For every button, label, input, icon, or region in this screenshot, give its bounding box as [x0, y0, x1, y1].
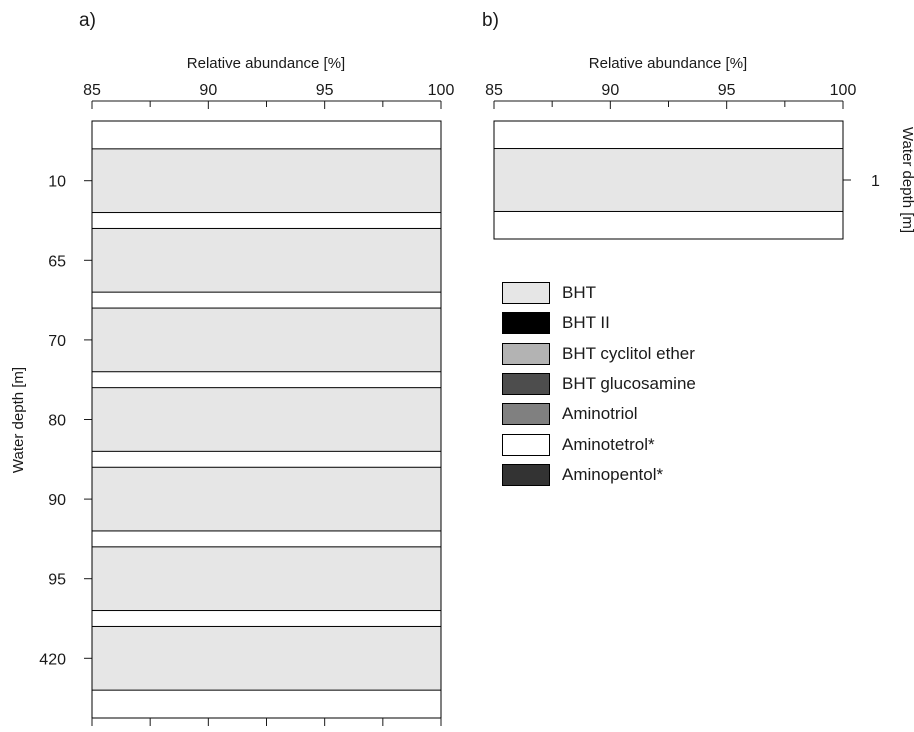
legend-swatch-bht-ii: [502, 312, 550, 335]
panel-a-bars: [91, 148, 442, 691]
x-tick-label-b-100: 100: [830, 82, 857, 99]
panel-b-axes: 1 85 90 95 100: [485, 82, 880, 240]
legend-label-aminopentol: Aminopentol*: [562, 464, 664, 484]
legend-swatch-bht-cyclitol-ether: [502, 342, 550, 365]
x-tick-label-b-85: 85: [485, 82, 503, 99]
panel-a-chart: Relative abundance [%] Water depth [m] 1…: [10, 55, 454, 726]
legend-item-bht: BHT: [502, 278, 696, 308]
y-tick-label-a-90: 90: [48, 492, 66, 509]
x-tick-label-a-90: 90: [199, 82, 217, 99]
legend-label-bht-ii: BHT II: [562, 313, 610, 333]
bar-a-65-bht: [91, 227, 442, 293]
legend-label-bht-glucosamine: BHT glucosamine: [562, 374, 696, 394]
panel-b-y-axis-label: Water depth [m]: [899, 127, 914, 233]
legend-item-aminotriol: Aminotriol: [502, 399, 696, 429]
x-tick-label-a-95: 95: [316, 82, 334, 99]
bar-a-95-bht: [91, 546, 442, 612]
y-tick-label-a-10: 10: [48, 174, 66, 191]
legend-swatch-bht-glucosamine: [502, 373, 550, 396]
x-tick-label-b-95: 95: [718, 82, 736, 99]
legend-swatch-aminotetrol: [502, 433, 550, 456]
y-tick-label-a-70: 70: [48, 333, 66, 350]
panel-a-letter: a): [79, 10, 96, 31]
bar-a-90-bht: [91, 466, 442, 532]
panel-b-chart: Relative abundance [%] Water depth [m] 1…: [485, 55, 914, 240]
y-tick-label-a-95: 95: [48, 572, 66, 589]
y-tick-label-a-80: 80: [48, 413, 66, 430]
plot-frame-b: [493, 120, 844, 240]
legend-item-aminotetrol: Aminotetrol*: [502, 429, 696, 459]
x-tick-label-b-90: 90: [601, 82, 619, 99]
legend-swatch-aminopentol: [502, 463, 550, 486]
legend-label-bht-cyclitol-ether: BHT cyclitol ether: [562, 343, 695, 363]
legend-swatch-bht: [502, 282, 550, 305]
panel-b-x-axis-label: Relative abundance [%]: [589, 55, 747, 72]
legend-item-aminopentol: Aminopentol*: [502, 460, 696, 490]
y-tick-label-a-65: 65: [48, 253, 66, 270]
legend-item-bht-glucosamine: BHT glucosamine: [502, 369, 696, 399]
x-tick-label-a-85: 85: [83, 82, 101, 99]
bar-a-10-bht: [91, 148, 442, 214]
panel-a-axes: 10 65 70 80 90 95 420 85 90 95 100: [39, 82, 454, 726]
legend-item-bht-ii: BHT II: [502, 308, 696, 338]
bar-a-420-bht: [91, 625, 442, 691]
bar-a-70-bht: [91, 307, 442, 373]
panel-b-bars: [493, 148, 844, 212]
legend-label-bht: BHT: [562, 283, 596, 303]
legend-swatch-aminotriol: [502, 403, 550, 426]
bar-a-80-bht: [91, 387, 442, 452]
legend-label-aminotetrol: Aminotetrol*: [562, 434, 655, 454]
panel-a-x-axis-label: Relative abundance [%]: [187, 55, 345, 72]
legend: BHT BHT II BHT cyclitol ether BHT glucosami…: [502, 278, 696, 490]
x-tick-label-a-100: 100: [428, 82, 455, 99]
panel-b-letter: b): [482, 10, 499, 31]
panel-a-y-axis-label: Water depth [m]: [10, 367, 27, 473]
legend-label-aminotriol: Aminotriol: [562, 404, 638, 424]
bar-b-1-bht: [493, 148, 844, 212]
y-tick-label-a-420: 420: [39, 651, 66, 668]
y-tick-label-b-1: 1: [871, 173, 880, 190]
legend-item-bht-cyclitol-ether: BHT cyclitol ether: [502, 339, 696, 369]
